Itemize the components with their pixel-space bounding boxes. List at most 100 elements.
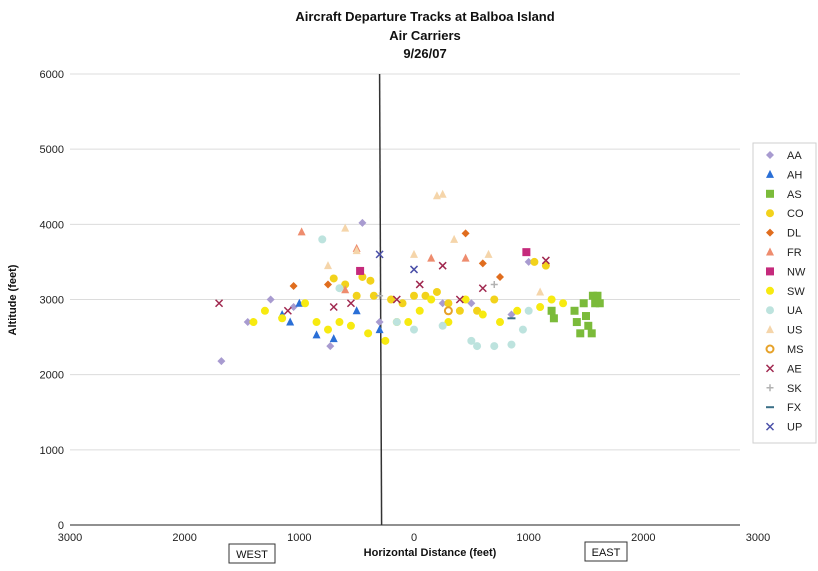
data-point-ms [443, 306, 453, 316]
data-point-us [324, 261, 332, 270]
y-tick-label: 1000 [40, 445, 64, 457]
data-point-co [490, 295, 499, 304]
data-point-ae [392, 295, 401, 304]
legend-label-us: US [787, 325, 802, 337]
chart-subtitle: Air Carriers [389, 28, 461, 43]
legend-marker-ae [765, 364, 775, 373]
data-point-ae [438, 261, 447, 270]
data-point-dl [324, 280, 332, 289]
legend-label-co: CO [787, 208, 804, 220]
data-point-us [450, 234, 459, 243]
legend-marker-sk [766, 384, 774, 392]
data-point-sk [376, 292, 384, 300]
data-point-up [375, 250, 384, 259]
data-point-co [366, 276, 375, 285]
legend-marker-aa [766, 151, 774, 159]
data-point-co [398, 299, 407, 308]
gridlines [70, 73, 740, 451]
data-point-sw [478, 310, 487, 319]
y-tick-label: 2000 [40, 370, 64, 382]
data-point-aa [358, 218, 367, 227]
x-tick-label: 2000 [172, 532, 196, 544]
data-point-ah [329, 334, 338, 343]
data-point-aa [438, 299, 447, 308]
x-tick-labels: 3000 2000 1000 0 1000 2000 3000 [58, 532, 770, 544]
y-tick-labels: 0 1000 2000 3000 4000 5000 6000 [40, 69, 64, 532]
data-point-as [576, 329, 585, 338]
data-point-co [410, 291, 418, 300]
data-point-as [587, 329, 596, 338]
data-point-aa [507, 310, 516, 319]
data-point-nw [522, 248, 531, 257]
data-point-sw [427, 295, 436, 304]
data-point-us [410, 249, 418, 258]
legend-label-as: AS [787, 189, 802, 201]
data-point-ah [352, 306, 361, 315]
data-point-co [369, 291, 378, 300]
data-point-dl [478, 259, 487, 268]
legend-label-dl: DL [787, 228, 801, 240]
legend-marker-co [766, 209, 774, 218]
data-point-aa [524, 257, 533, 266]
x-axis-label: Horizontal Distance (feet) [364, 547, 497, 559]
legend-box [752, 142, 817, 444]
data-point-co [329, 274, 338, 283]
data-point-as [579, 299, 588, 308]
data-point-ua [507, 340, 516, 349]
legend: AA AH AS CO DL FR NW SW UA US MS AE SK FX UP [765, 150, 806, 434]
data-point-ae [478, 284, 487, 293]
data-point-sw [312, 318, 321, 327]
legend-label-sk: SK [787, 383, 802, 395]
data-point-co [421, 291, 430, 300]
data-point-as [595, 299, 604, 308]
chart-title: Aircraft Departure Tracks at Balboa Isla… [295, 9, 554, 24]
data-point-ah [295, 298, 304, 307]
x-tick-label: 1000 [516, 532, 540, 544]
legend-label-fr: FR [787, 247, 802, 259]
legend-label-aa: AA [787, 150, 802, 162]
data-point-sw [381, 336, 390, 345]
data-point-ah [312, 330, 321, 339]
data-point-sw [513, 306, 522, 315]
data-point-ua [524, 306, 533, 315]
data-point-ua [392, 318, 401, 327]
east-label-box [584, 541, 628, 562]
data-point-ah [286, 317, 295, 326]
data-point-co [352, 291, 361, 300]
data-point-us [438, 189, 447, 198]
data-point-us [432, 191, 441, 200]
data-point-dl [461, 229, 470, 238]
x-tick-label: 2000 [631, 532, 655, 544]
data-points [215, 189, 604, 366]
data-point-ae [215, 299, 224, 308]
data-point-ua [467, 336, 476, 345]
data-point-aa [266, 295, 275, 304]
data-point-sw [278, 314, 287, 323]
data-point-aa [243, 318, 252, 327]
data-point-co [530, 257, 539, 266]
legend-label-fx: FX [787, 402, 802, 414]
x-tick-label: 1000 [287, 532, 311, 544]
data-point-co [358, 272, 367, 281]
legend-label-sw: SW [787, 286, 805, 298]
data-point-sw [301, 299, 310, 308]
data-point-ah [375, 325, 384, 334]
data-point-ua [438, 321, 447, 330]
legend-label-ah: AH [787, 169, 802, 181]
legend-marker-dl [766, 228, 774, 237]
legend-marker-up [765, 422, 775, 431]
legend-marker-fr [766, 247, 774, 256]
data-point-as [591, 299, 600, 308]
data-point-co [444, 299, 453, 308]
data-point-ae [283, 306, 292, 315]
data-point-sw [536, 303, 545, 312]
y-tick-label: 5000 [40, 144, 64, 156]
data-point-aa [467, 299, 476, 308]
data-point-sw [559, 299, 568, 308]
data-point-dl [289, 281, 298, 290]
data-point-as [582, 312, 590, 321]
legend-label-ms: MS [787, 344, 804, 356]
data-point-aa [289, 303, 298, 312]
data-point-us [352, 246, 361, 255]
